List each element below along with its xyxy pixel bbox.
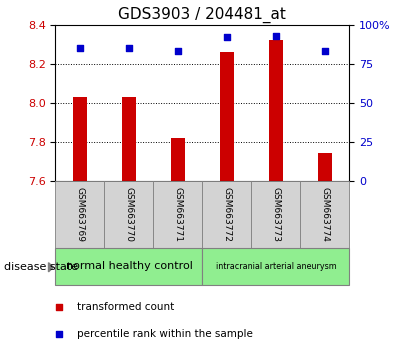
Bar [73, 97, 87, 181]
Point [272, 33, 279, 39]
Bar [252, 181, 300, 248]
Text: normal healthy control: normal healthy control [65, 261, 192, 272]
Bar [55, 181, 104, 248]
Point [321, 48, 328, 54]
Bar [55, 248, 202, 285]
Bar [202, 248, 349, 285]
Title: GDS3903 / 204481_at: GDS3903 / 204481_at [118, 7, 286, 23]
Point [77, 45, 83, 51]
Text: GSM663773: GSM663773 [271, 187, 280, 242]
Point [56, 331, 62, 336]
Bar [268, 40, 283, 181]
Bar [104, 181, 153, 248]
Text: GSM663769: GSM663769 [76, 187, 85, 242]
Bar [318, 153, 332, 181]
Text: GSM663771: GSM663771 [173, 187, 182, 242]
Text: transformed count: transformed count [77, 302, 175, 312]
Bar [153, 181, 202, 248]
Bar [202, 181, 252, 248]
Bar [219, 52, 234, 181]
Point [126, 45, 132, 51]
Text: intracranial arterial aneurysm: intracranial arterial aneurysm [215, 262, 336, 271]
Point [175, 48, 181, 54]
Text: GSM663770: GSM663770 [125, 187, 134, 242]
Bar [171, 138, 185, 181]
Polygon shape [48, 263, 53, 272]
Text: GSM663774: GSM663774 [320, 187, 329, 242]
Bar [300, 181, 349, 248]
Text: GSM663772: GSM663772 [222, 187, 231, 242]
Text: percentile rank within the sample: percentile rank within the sample [77, 329, 253, 339]
Point [56, 304, 62, 310]
Text: disease state: disease state [4, 262, 78, 272]
Bar [122, 97, 136, 181]
Point [224, 34, 230, 40]
